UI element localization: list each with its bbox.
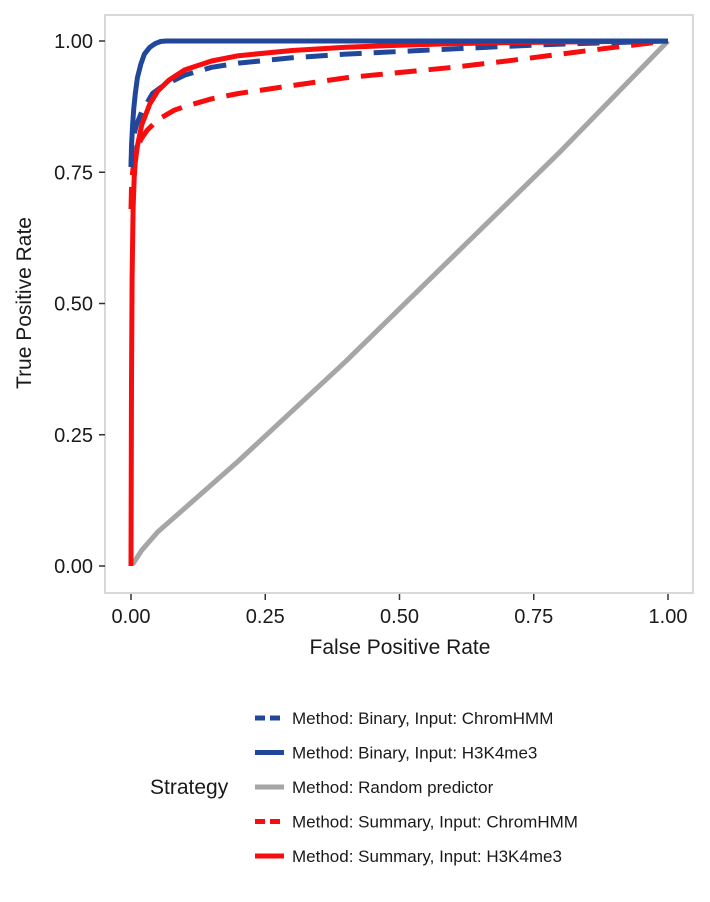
legend-label-2: Method: Binary, Input: H3K4me3 (292, 744, 537, 763)
legend-label-5: Method: Summary, Input: H3K4me3 (292, 847, 562, 866)
x-tick-label: 0.50 (380, 606, 419, 628)
y-axis-title: True Positive Rate (13, 217, 36, 389)
y-tick-label: 0.75 (54, 162, 93, 184)
legend-label-4: Method: Summary, Input: ChromHMM (292, 813, 578, 832)
y-tick-label: 1.00 (54, 31, 93, 53)
y-tick-label: 0.00 (54, 556, 93, 578)
y-tick-label: 0.50 (54, 294, 93, 316)
legend-label-1: Method: Binary, Input: ChromHMM (292, 709, 553, 728)
x-tick-label: 0.00 (112, 606, 151, 628)
legend-title: Strategy (150, 776, 229, 799)
plot-panel (104, 14, 694, 594)
series-line-3 (130, 39, 670, 566)
x-tick-label: 0.75 (514, 606, 553, 628)
axis-layer: 0.00 0.25 0.50 0.75 1.00 0.00 0.25 0.50 0.75 1.00 (54, 31, 687, 628)
x-tick-label: 0.25 (246, 606, 285, 628)
x-axis-title: False Positive Rate (310, 636, 491, 659)
legend-label-3: Method: Random predictor (292, 778, 494, 797)
legend: Method: Binary, Input: ChromHMM Method: B… (255, 709, 578, 866)
series-line-2 (128, 38, 668, 168)
x-tick-label: 1.00 (649, 606, 688, 628)
series-layer (128, 38, 670, 567)
series-line-1 (128, 38, 669, 168)
y-tick-label: 0.25 (54, 425, 93, 447)
